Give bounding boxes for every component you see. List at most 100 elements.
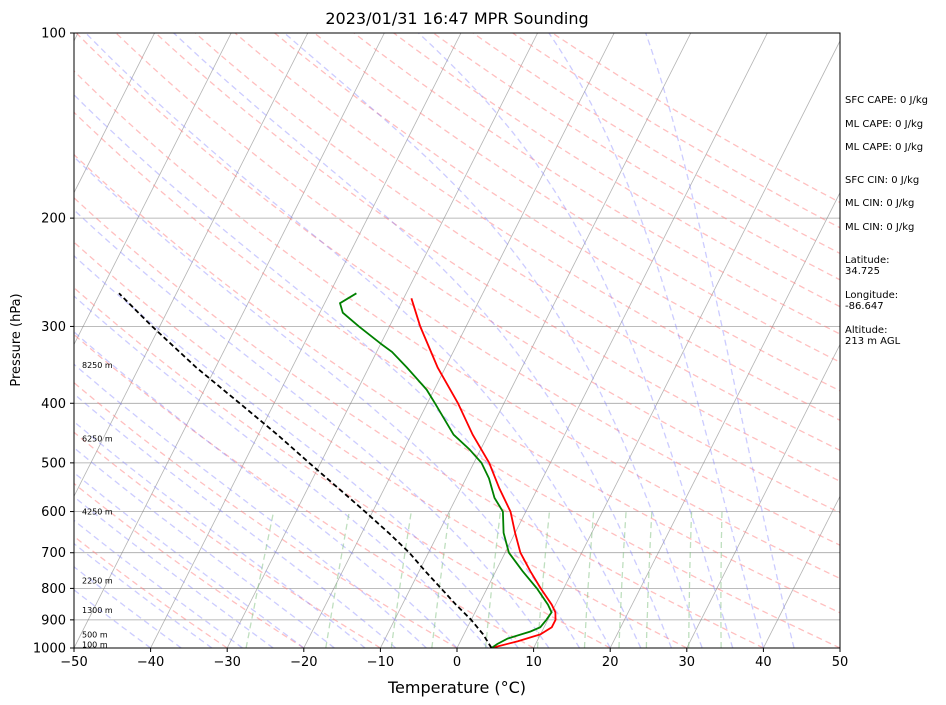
mixing-ratio-line — [325, 511, 350, 648]
x-tick-label: −50 — [60, 655, 87, 670]
mixing-ratio-line — [245, 511, 275, 648]
axes: −50 −40 −30 −20 −10 0 10 20 30 40 50 100 200 300 400 50… — [33, 27, 848, 671]
mixing-ratio-line — [484, 511, 502, 648]
dry-adiabat-line — [74, 333, 534, 648]
dry-adiabat-line — [74, 196, 764, 648]
isotherm-line — [456, 33, 768, 648]
isotherm-line — [686, 343, 840, 648]
isotherm-line — [0, 33, 1, 648]
dry-adiabat-line — [74, 286, 611, 648]
isotherm-line — [533, 40, 840, 648]
dry-adiabat-line — [393, 33, 840, 308]
moist-adiabat-line — [74, 519, 243, 648]
height-label: 1300 m — [82, 606, 113, 615]
y-tick-label: 400 — [41, 397, 66, 412]
y-tick-label: 500 — [41, 456, 66, 471]
height-label: 6250 m — [82, 434, 113, 443]
height-label: 100 m — [82, 640, 108, 649]
x-tick-label: 40 — [755, 655, 772, 670]
x-tick-label: 50 — [832, 655, 849, 670]
dewpoint-profile-line — [338, 292, 553, 648]
moist-adiabat-line — [74, 209, 550, 648]
temperature-profile-line — [410, 298, 557, 648]
dry-adiabat-line — [313, 33, 840, 363]
dry-adiabat-line — [74, 153, 840, 648]
dry-adiabat-line — [74, 535, 228, 648]
dry-adiabat-line — [74, 70, 840, 580]
mixing-ratio-line — [390, 511, 412, 648]
dry-adiabat-line — [74, 482, 305, 648]
isotherm-line — [763, 495, 840, 648]
ml-cape-label: ML CAPE: 0 J/kg — [845, 119, 924, 130]
moist-adiabat-line — [85, 33, 642, 648]
mixing-ratio-line — [618, 511, 627, 648]
y-tick-label: 800 — [41, 582, 66, 597]
dry-adiabat-line — [75, 33, 840, 546]
x-tick-label: 30 — [679, 655, 696, 670]
isotherm-line — [74, 33, 385, 648]
moist-adiabat-line — [645, 33, 795, 648]
x-tick-label: 10 — [525, 655, 542, 670]
ml-cin-label-2: ML CIN: 0 J/kg — [845, 222, 915, 233]
data-lines — [118, 292, 557, 648]
moist-adiabat-line — [74, 331, 458, 648]
dry-adiabat-line — [552, 33, 840, 204]
x-tick-label: 0 — [453, 655, 461, 670]
dry-adiabat-line — [74, 381, 458, 648]
dry-adiabat-line — [74, 241, 688, 648]
longitude-label: Longitude: -86.647 — [845, 290, 899, 312]
isotherm-line — [303, 33, 615, 648]
x-tick-label: −30 — [213, 655, 240, 670]
dry-adiabat-line — [74, 111, 840, 614]
moist-adiabat-line — [74, 446, 335, 648]
x-tick-label: −10 — [367, 655, 394, 670]
latitude-label: Latitude: 34.725 — [845, 255, 890, 277]
ml-cin-label: ML CIN: 0 J/kg — [845, 198, 915, 209]
y-tick-label: 900 — [41, 613, 66, 628]
isotherm-line — [74, 33, 155, 194]
mixing-ratio-line — [688, 511, 693, 648]
x-tick-label: 20 — [602, 655, 619, 670]
isotherm-line — [609, 191, 840, 648]
dry-adiabat-line — [512, 33, 840, 229]
parcel-profile-line — [118, 292, 493, 648]
y-tick-label: 600 — [41, 505, 66, 520]
dry-adiabat-line — [234, 33, 840, 421]
isotherm-line — [380, 33, 692, 648]
moist-adiabat-line — [74, 393, 397, 648]
altitude-label: Altitude: 213 m AGL — [845, 325, 901, 347]
mixing-ratio-line — [720, 511, 723, 648]
height-label: 2250 m — [82, 577, 113, 586]
mixing-ratio-line — [583, 511, 595, 648]
ml-cape-label-2: ML CAPE: 0 J/kg — [845, 142, 924, 153]
y-tick-label: 1000 — [33, 642, 66, 657]
dry-adiabat-line — [432, 33, 840, 281]
y-axis-label: Pressure (hPa) — [9, 293, 24, 386]
mixing-ratio-line — [431, 511, 451, 648]
isotherm-line — [74, 33, 309, 498]
mixing-ratio-line — [536, 511, 551, 648]
isotherm-line — [150, 33, 462, 648]
dry-adiabat-line — [274, 33, 840, 392]
height-label: 4250 m — [82, 507, 113, 516]
moist-adiabat-line — [74, 542, 213, 648]
dry-adiabat-line — [194, 33, 840, 452]
moist-adiabat-line — [173, 33, 673, 648]
moist-adiabat-line — [418, 33, 734, 648]
dry-adiabat-line — [115, 33, 840, 514]
y-tick-label: 700 — [41, 546, 66, 561]
x-tick-label: −20 — [290, 655, 317, 670]
y-tick-label: 200 — [41, 212, 66, 227]
dry-adiabat-line — [472, 33, 840, 255]
sfc-cape-label: SFC CAPE: 0 J/kg — [845, 95, 928, 106]
y-tick-label: 100 — [41, 27, 66, 42]
dry-adiabat-line — [155, 33, 840, 482]
background-lines — [0, 33, 840, 648]
moist-adiabat-line — [74, 565, 182, 648]
moist-adiabat-line — [74, 420, 366, 648]
moist-adiabat-line — [74, 589, 151, 648]
x-axis-label: Temperature (°C) — [387, 678, 526, 697]
y-tick-label: 300 — [41, 320, 66, 335]
isotherm-line — [74, 33, 232, 346]
